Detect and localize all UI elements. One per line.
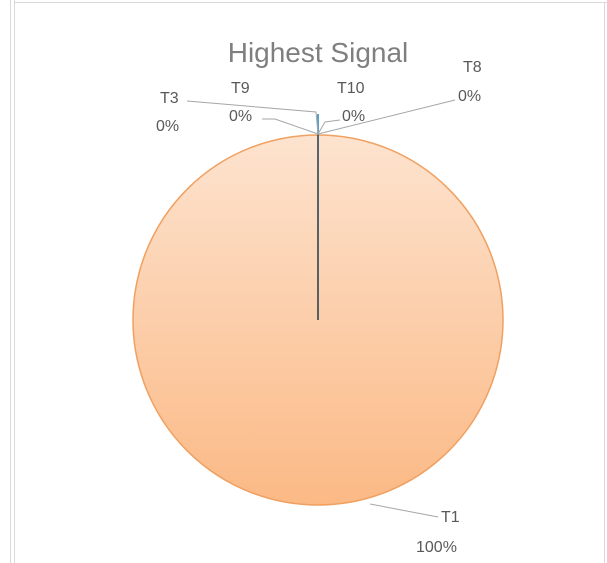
data-label-t3-percent: 0% (156, 118, 179, 135)
data-label-t10-percent: 0% (342, 108, 365, 125)
data-label-t1-percent: 100% (416, 539, 457, 556)
chart-title: Highest Signal (228, 37, 409, 68)
leader-line-t10 (317, 119, 341, 135)
leader-line-t8 (317, 99, 456, 135)
data-label-t9-percent: 0% (229, 108, 252, 125)
leader-line-t9 (262, 118, 319, 135)
data-label-t3-name: T3 (160, 90, 179, 107)
data-label-t9-name: T9 (231, 80, 250, 97)
data-label-t10-name: T10 (337, 80, 365, 97)
data-label-t8-percent: 0% (458, 88, 481, 105)
leader-line-t3 (186, 100, 319, 135)
data-label-t1-name: T1 (441, 509, 460, 526)
data-label-t8-name: T8 (463, 59, 482, 76)
leader-line-t1 (369, 503, 439, 518)
